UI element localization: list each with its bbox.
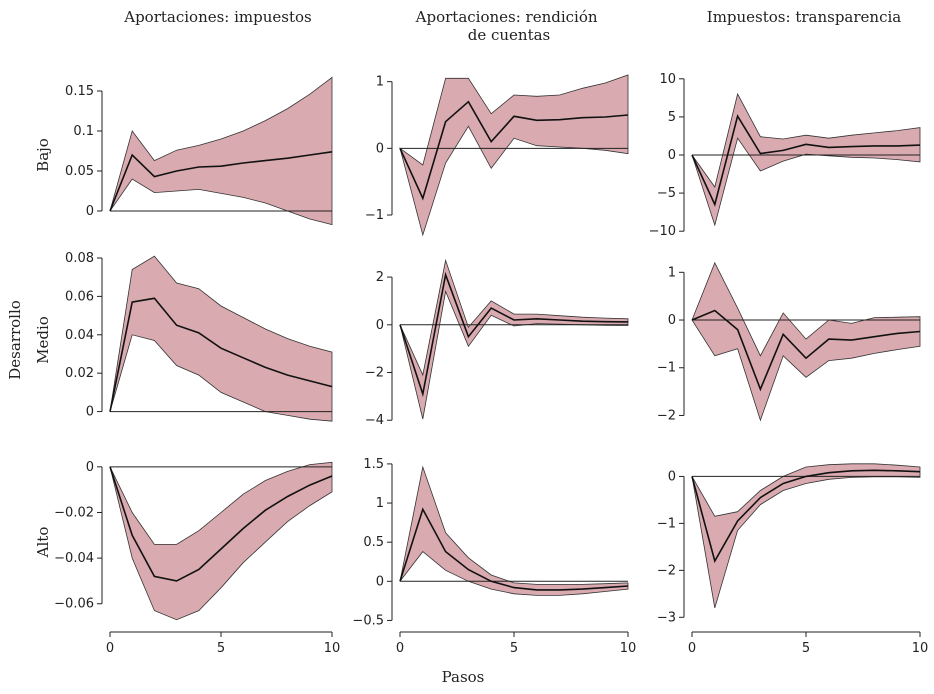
column-title-3: Impuestos: transparencia (707, 8, 902, 26)
panel-alto-impuestos-irf-line (109, 466, 333, 582)
outer-ylabel: Desarrollo (6, 300, 24, 380)
panel-medio-rendicion-ytick-label: −2 (365, 366, 384, 381)
panel-medio-rendicion-ytick-label: 0 (376, 318, 384, 333)
panel-medio-impuestos-ytick-label: 0.08 (65, 251, 94, 266)
panel-alto-impuestos-xtick-label: 5 (217, 641, 225, 656)
panel-alto-transparencia-xtick-label: 5 (802, 641, 810, 656)
panel-alto-rendicion-ytick-label: −0.5 (352, 613, 384, 628)
panel-alto-impuestos-ytick-label: −0.06 (54, 597, 94, 612)
panel-alto-transparencia-xtick-label: 10 (912, 641, 929, 656)
panel-bajo-rendicion-band (399, 74, 629, 237)
panel-alto-transparencia: −3 −2 −1 0 0 5 10 (657, 463, 929, 656)
panel-medio-rendicion-band (399, 258, 629, 420)
panel-medio-transparencia-irf-line (691, 309, 921, 392)
panel-bajo-transparencia-band (691, 92, 921, 227)
panel-alto-impuestos-ytick-label: −0.04 (54, 551, 94, 566)
panel-medio-impuestos-ytick-label: 0.04 (65, 328, 94, 343)
panel-medio-transparencia-ytick-label: −1 (657, 361, 676, 376)
panel-medio-transparencia-ytick-label: 1 (668, 265, 676, 280)
panel-alto-rendicion-xtick-label: 5 (510, 641, 518, 656)
panel-alto-rendicion-xtick-label: 0 (396, 641, 404, 656)
panel-medio-rendicion-irf-line (399, 271, 629, 398)
panel-bajo-impuestos-ytick-label: 0.05 (65, 164, 94, 179)
panel-bajo-transparencia-irf-line (691, 114, 921, 207)
panel-alto-transparencia-ytick-label: −3 (657, 610, 676, 625)
panel-bajo-transparencia-ytick-label: −10 (649, 224, 676, 239)
panel-medio-impuestos-irf-line (109, 297, 333, 412)
panel-bajo-transparencia: −10 −5 0 5 10 (649, 72, 921, 239)
panel-alto-impuestos-xtick-label: 0 (106, 641, 114, 656)
panel-alto-transparencia-ytick-label: 0 (668, 469, 676, 484)
panel-alto-impuestos-ytick-label: 0 (86, 460, 94, 475)
panel-bajo-impuestos-ytick-label: 0 (86, 204, 94, 219)
panel-bajo-transparencia-ytick-label: −5 (657, 186, 676, 201)
panel-bajo-impuestos: 0 0.05 0.1 0.15 (65, 76, 333, 226)
panel-alto-impuestos-xtick-label: 10 (324, 641, 341, 656)
column-title-1: Aportaciones: impuestos (123, 8, 312, 26)
panel-medio-impuestos-ytick-label: 0 (86, 405, 94, 420)
panel-medio-transparencia-ytick-label: −2 (657, 408, 676, 423)
panel-medio-impuestos: 0 0.02 0.04 0.06 0.08 (65, 251, 333, 422)
panel-alto-impuestos-ytick-label: −0.02 (54, 505, 94, 520)
panel-bajo-rendicion-ytick-label: 1 (376, 75, 384, 90)
panel-alto-transparencia-xtick-label: 0 (688, 641, 696, 656)
panel-medio-rendicion: −4 −2 0 2 (365, 258, 629, 428)
panel-bajo-transparencia-ytick-label: 5 (668, 110, 676, 125)
panel-bajo-rendicion-irf-line (399, 100, 629, 201)
panel-medio-rendicion-ytick-label: −4 (365, 413, 384, 428)
panel-bajo-impuestos-irf-line (109, 151, 333, 212)
panel-bajo-transparencia-ytick-label: 10 (659, 72, 676, 87)
panel-medio-transparencia-ytick-label: 0 (668, 313, 676, 328)
panel-bajo-rendicion: −1 0 1 (365, 74, 629, 237)
panel-bajo-impuestos-band (109, 76, 333, 226)
row-label-bajo: Bajo (34, 138, 52, 172)
panel-alto-transparencia-ytick-label: −2 (657, 563, 676, 578)
panel-medio-impuestos-ytick-label: 0.02 (65, 366, 94, 381)
panel-medio-transparencia-band (691, 261, 921, 422)
row-label-medio: Medio (34, 316, 52, 364)
panel-medio-rendicion-ytick-label: 2 (376, 270, 384, 285)
panel-medio-impuestos-ytick-label: 0.06 (65, 289, 94, 304)
panel-alto-rendicion-ytick-label: 0.5 (363, 535, 384, 550)
panel-alto-rendicion-ytick-label: 0 (376, 574, 384, 589)
panel-alto-rendicion-ytick-label: 1 (376, 496, 384, 511)
panel-bajo-impuestos-ytick-label: 0.1 (73, 124, 94, 139)
panel-bajo-transparencia-ytick-label: 0 (668, 148, 676, 163)
panel-alto-transparencia-irf-line (691, 469, 921, 564)
panel-alto-rendicion: −0.5 0 0.5 1 1.5 0 5 10 (352, 457, 636, 656)
panel-medio-impuestos-band (109, 255, 333, 422)
panel-alto-rendicion-ytick-label: 1.5 (363, 457, 384, 472)
panel-bajo-impuestos-ytick-label: 0.15 (65, 84, 94, 99)
panel-alto-rendicion-xtick-label: 10 (620, 641, 637, 656)
panel-alto-impuestos: −0.06 −0.04 −0.02 0 0 5 10 (54, 460, 340, 656)
panel-bajo-rendicion-ytick-label: −1 (365, 208, 384, 223)
xlabel: Pasos (442, 668, 485, 686)
panel-bajo-rendicion-ytick-label: 0 (376, 141, 384, 156)
panel-alto-transparencia-ytick-label: −1 (657, 516, 676, 531)
row-label-alto: Alto (34, 527, 52, 559)
column-title-2: Aportaciones: rendición de cuentas (415, 8, 603, 44)
panel-alto-rendicion-irf-line (399, 507, 629, 591)
panel-alto-transparencia-band (691, 463, 921, 609)
panel-medio-transparencia: −2 −1 0 1 (657, 261, 921, 423)
panel-alto-impuestos-band (109, 461, 333, 621)
